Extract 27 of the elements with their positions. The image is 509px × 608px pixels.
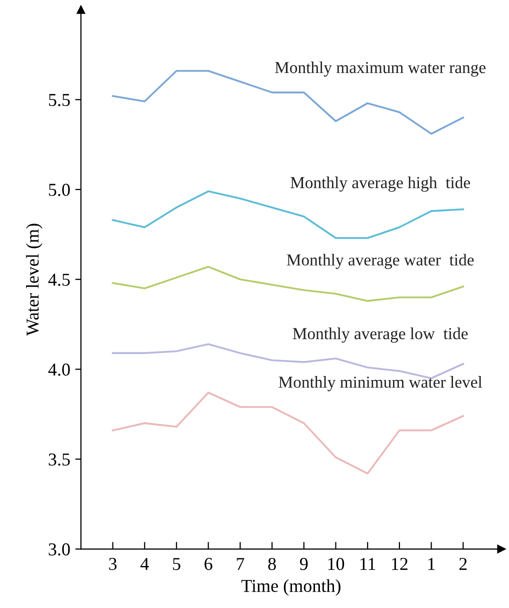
series-label: Monthly maximum water range (275, 61, 486, 77)
x-tick-label: 9 (300, 558, 308, 570)
y-tick-label: 3.5 (48, 453, 70, 466)
x-tick-label: 1 (428, 558, 435, 570)
y-tick-label: 5.5 (48, 94, 70, 106)
series-label: Monthly minimum water level (278, 376, 482, 392)
y-tick-label: 4.5 (48, 274, 70, 286)
x-tick-label: 4 (140, 558, 149, 570)
series-label: Monthly average high tide (290, 176, 470, 192)
x-tick-label: 8 (268, 558, 276, 570)
series-label: Monthly average low tide (292, 328, 468, 343)
series-label: Monthly average water tide (286, 254, 474, 269)
x-tick-label: 10 (328, 558, 344, 570)
x-tick-label: 7 (236, 558, 244, 570)
y-tick-label: 5.0 (48, 184, 70, 196)
x-tick-label: 2 (459, 558, 467, 570)
x-tick-label: 11 (360, 558, 376, 570)
line-series (112, 190, 464, 239)
x-tick-label: 12 (392, 558, 408, 570)
y-axis-title: Water level (m) (26, 224, 42, 336)
x-tick-label: 3 (109, 558, 117, 570)
y-tick-label: 3.0 (48, 543, 70, 556)
x-tick-label: 6 (204, 558, 212, 570)
x-axis-title: Time (month) (241, 579, 340, 596)
x-tick-label: 5 (173, 558, 180, 570)
line-series (112, 392, 464, 474)
y-tick-label: 4.0 (48, 364, 70, 376)
